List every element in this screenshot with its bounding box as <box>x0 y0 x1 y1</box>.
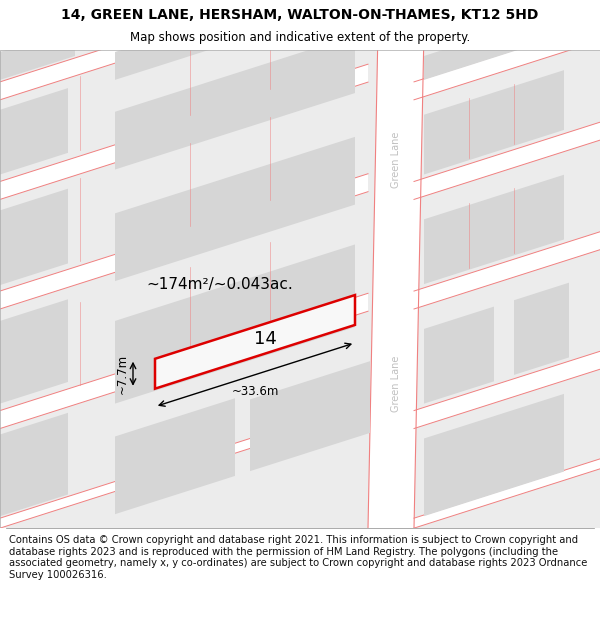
Text: ~33.6m: ~33.6m <box>232 384 278 398</box>
Polygon shape <box>424 70 564 174</box>
Polygon shape <box>0 28 75 80</box>
Polygon shape <box>424 11 564 80</box>
Polygon shape <box>0 174 368 309</box>
Polygon shape <box>250 361 370 471</box>
Text: 14, GREEN LANE, HERSHAM, WALTON-ON-THAMES, KT12 5HD: 14, GREEN LANE, HERSHAM, WALTON-ON-THAME… <box>61 8 539 22</box>
Polygon shape <box>0 293 368 429</box>
Text: ~7.7m: ~7.7m <box>116 354 129 394</box>
Polygon shape <box>115 244 355 404</box>
Polygon shape <box>0 413 68 516</box>
Polygon shape <box>414 122 600 199</box>
Polygon shape <box>115 398 235 514</box>
Polygon shape <box>115 35 355 169</box>
Polygon shape <box>155 295 355 389</box>
Polygon shape <box>414 459 600 528</box>
Polygon shape <box>424 394 564 516</box>
Polygon shape <box>414 232 600 309</box>
Polygon shape <box>424 307 494 404</box>
Polygon shape <box>424 175 564 284</box>
Text: Map shows position and indicative extent of the property.: Map shows position and indicative extent… <box>130 31 470 44</box>
Polygon shape <box>115 137 355 281</box>
Polygon shape <box>514 282 569 375</box>
Text: ~174m²/~0.043ac.: ~174m²/~0.043ac. <box>146 277 293 292</box>
Polygon shape <box>0 299 68 404</box>
Polygon shape <box>368 50 424 528</box>
Polygon shape <box>0 401 368 528</box>
Polygon shape <box>0 88 68 174</box>
Text: Green Lane: Green Lane <box>391 356 401 412</box>
Polygon shape <box>414 22 600 100</box>
Text: Green Lane: Green Lane <box>391 131 401 188</box>
Polygon shape <box>414 351 600 429</box>
Text: Contains OS data © Crown copyright and database right 2021. This information is : Contains OS data © Crown copyright and d… <box>9 535 587 580</box>
Polygon shape <box>0 189 68 285</box>
Polygon shape <box>0 0 368 100</box>
Polygon shape <box>115 0 355 80</box>
Text: 14: 14 <box>254 329 277 348</box>
Polygon shape <box>0 64 368 199</box>
